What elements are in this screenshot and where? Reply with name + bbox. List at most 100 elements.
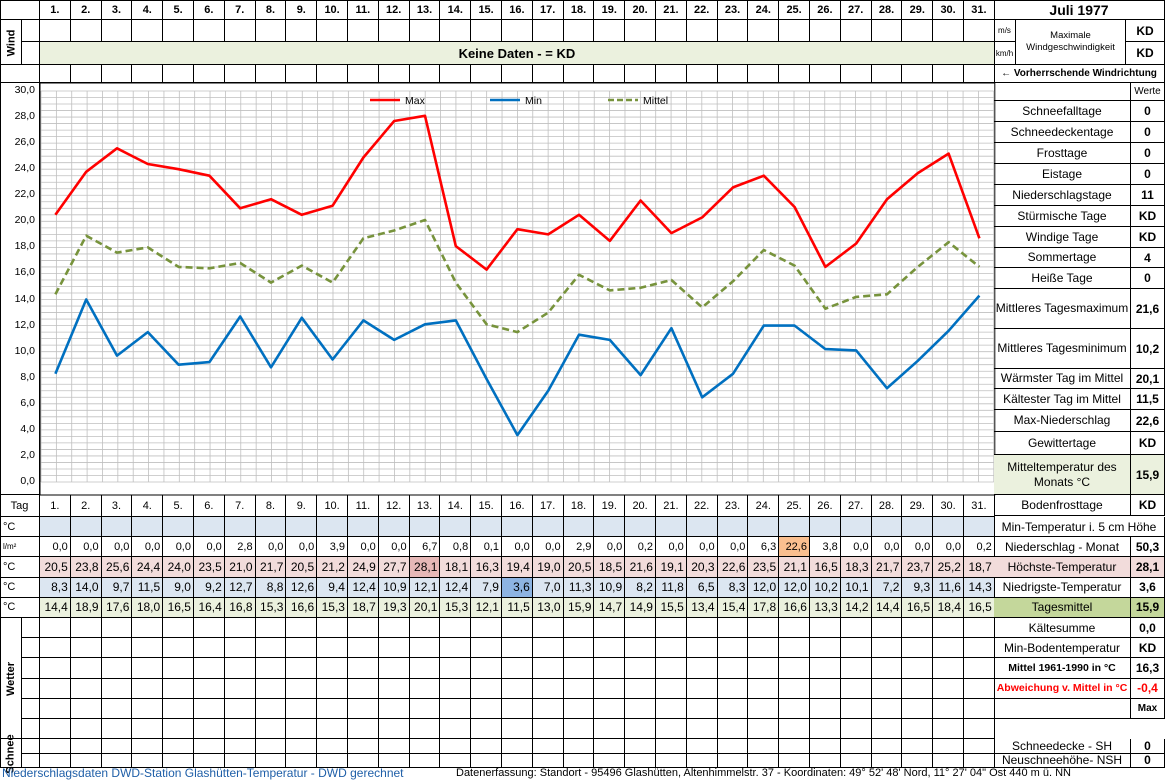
weather-cell	[686, 698, 718, 719]
weather-cell	[625, 618, 656, 639]
page-title: Juli 1977	[994, 0, 1165, 20]
spacer	[22, 638, 40, 659]
wind-dir-cell	[224, 65, 256, 83]
weather-cell	[502, 638, 533, 659]
value-cell-min5cm	[840, 517, 872, 538]
value-cell-precip: 2,8	[224, 537, 256, 558]
value-cell-min5cm	[70, 517, 102, 538]
value-cell-mean: 12,1	[471, 597, 502, 618]
y-tick-label: 22,0	[14, 188, 35, 201]
table-stat-label: Tagesmittel	[994, 597, 1131, 618]
value-cell-min5cm	[656, 517, 687, 538]
schneedecke-label: Schneedecke - SH	[994, 739, 1131, 754]
wind-dir-cell	[717, 65, 749, 83]
day-header: 22.	[686, 0, 718, 20]
weather-cell	[194, 618, 225, 639]
snow-cell	[163, 739, 194, 754]
day-header: 14.	[440, 0, 472, 20]
weather-cell	[286, 618, 318, 639]
weather-cell	[656, 658, 687, 679]
weather-cell	[471, 719, 502, 740]
value-cell-min5cm	[194, 517, 225, 538]
value-cell-min: 8,8	[255, 577, 287, 598]
weather-cell	[440, 638, 472, 659]
stat-value: KD	[1131, 206, 1165, 227]
weather-cell	[224, 618, 256, 639]
day-header: 18.	[563, 0, 595, 20]
wind-cell	[656, 20, 687, 42]
day-footer-label: 12.	[378, 495, 410, 517]
weather-cell	[163, 698, 194, 719]
value-cell-min: 6,5	[686, 577, 718, 598]
snow-cell	[163, 753, 194, 768]
value-cell-precip: 0,0	[163, 537, 194, 558]
weather-cell	[717, 678, 749, 699]
snow-cell	[502, 753, 533, 768]
weather-cell	[871, 618, 903, 639]
weather-cell	[933, 658, 964, 679]
value-cell-max: 28,1	[409, 557, 441, 578]
weather-cell	[70, 698, 102, 719]
day-footer-label: 4.	[132, 495, 164, 517]
weather-cell	[317, 678, 348, 699]
wind-cell	[933, 20, 964, 42]
stat-label: Eistage	[994, 164, 1131, 185]
weather-cell	[779, 678, 810, 699]
weather-cell	[194, 658, 225, 679]
wind-dir-cell	[317, 65, 348, 83]
spacer	[0, 65, 40, 83]
value-cell-min5cm	[471, 517, 502, 538]
value-cell-min5cm	[132, 517, 164, 538]
weather-cell	[409, 678, 441, 699]
day-header: 5.	[163, 0, 194, 20]
stat-value: 20,1	[1131, 369, 1165, 389]
weather-cell	[902, 618, 934, 639]
wind-cell	[840, 20, 872, 42]
snow-cell	[717, 739, 749, 754]
value-cell-max: 20,5	[40, 557, 71, 578]
stat-label: Gewittertage	[994, 432, 1131, 455]
spacer	[22, 698, 40, 719]
weather-cell	[40, 618, 71, 639]
snow-cell	[440, 753, 472, 768]
value-cell-min5cm	[378, 517, 410, 538]
value-cell-max: 21,7	[255, 557, 287, 578]
weather-cell	[656, 698, 687, 719]
snow-cell	[656, 753, 687, 768]
weather-cell	[717, 719, 749, 740]
value-cell-min: 14,0	[70, 577, 102, 598]
value-cell-min5cm	[933, 517, 964, 538]
weather-cell	[717, 638, 749, 659]
weather-cell	[471, 638, 502, 659]
value-cell-mean: 17,6	[101, 597, 133, 618]
value-cell-mean: 13,4	[686, 597, 718, 618]
snow-cell	[440, 739, 472, 754]
weather-cell	[625, 698, 656, 719]
day-header: 6.	[194, 0, 225, 20]
value-cell-min: 8,3	[40, 577, 71, 598]
value-cell-precip: 0,0	[101, 537, 133, 558]
value-cell-precip: 0,8	[440, 537, 472, 558]
weather-cell	[132, 618, 164, 639]
weather-cell	[255, 638, 287, 659]
value-cell-precip: 0,1	[471, 537, 502, 558]
value-cell-min: 9,4	[317, 577, 348, 598]
value-cell-max: 21,6	[625, 557, 656, 578]
value-cell-precip: 0,0	[348, 537, 379, 558]
weather-cell	[286, 698, 318, 719]
weather-cell	[840, 618, 872, 639]
day-footer-label: 7.	[224, 495, 256, 517]
weather-cell	[502, 658, 533, 679]
stat-label: Sommertage	[994, 248, 1131, 268]
value-cell-min: 8,2	[625, 577, 656, 598]
stat-value: 0	[1131, 101, 1165, 122]
value-cell-mean: 14,9	[625, 597, 656, 618]
wind-cell	[871, 20, 903, 42]
stat-value: 11	[1131, 185, 1165, 206]
wind-cell	[440, 20, 472, 42]
weather-cell	[409, 719, 441, 740]
weather-cell	[132, 698, 164, 719]
day-header: 31.	[964, 0, 995, 20]
wind-dir-cell	[871, 65, 903, 83]
weather-cell	[70, 658, 102, 679]
